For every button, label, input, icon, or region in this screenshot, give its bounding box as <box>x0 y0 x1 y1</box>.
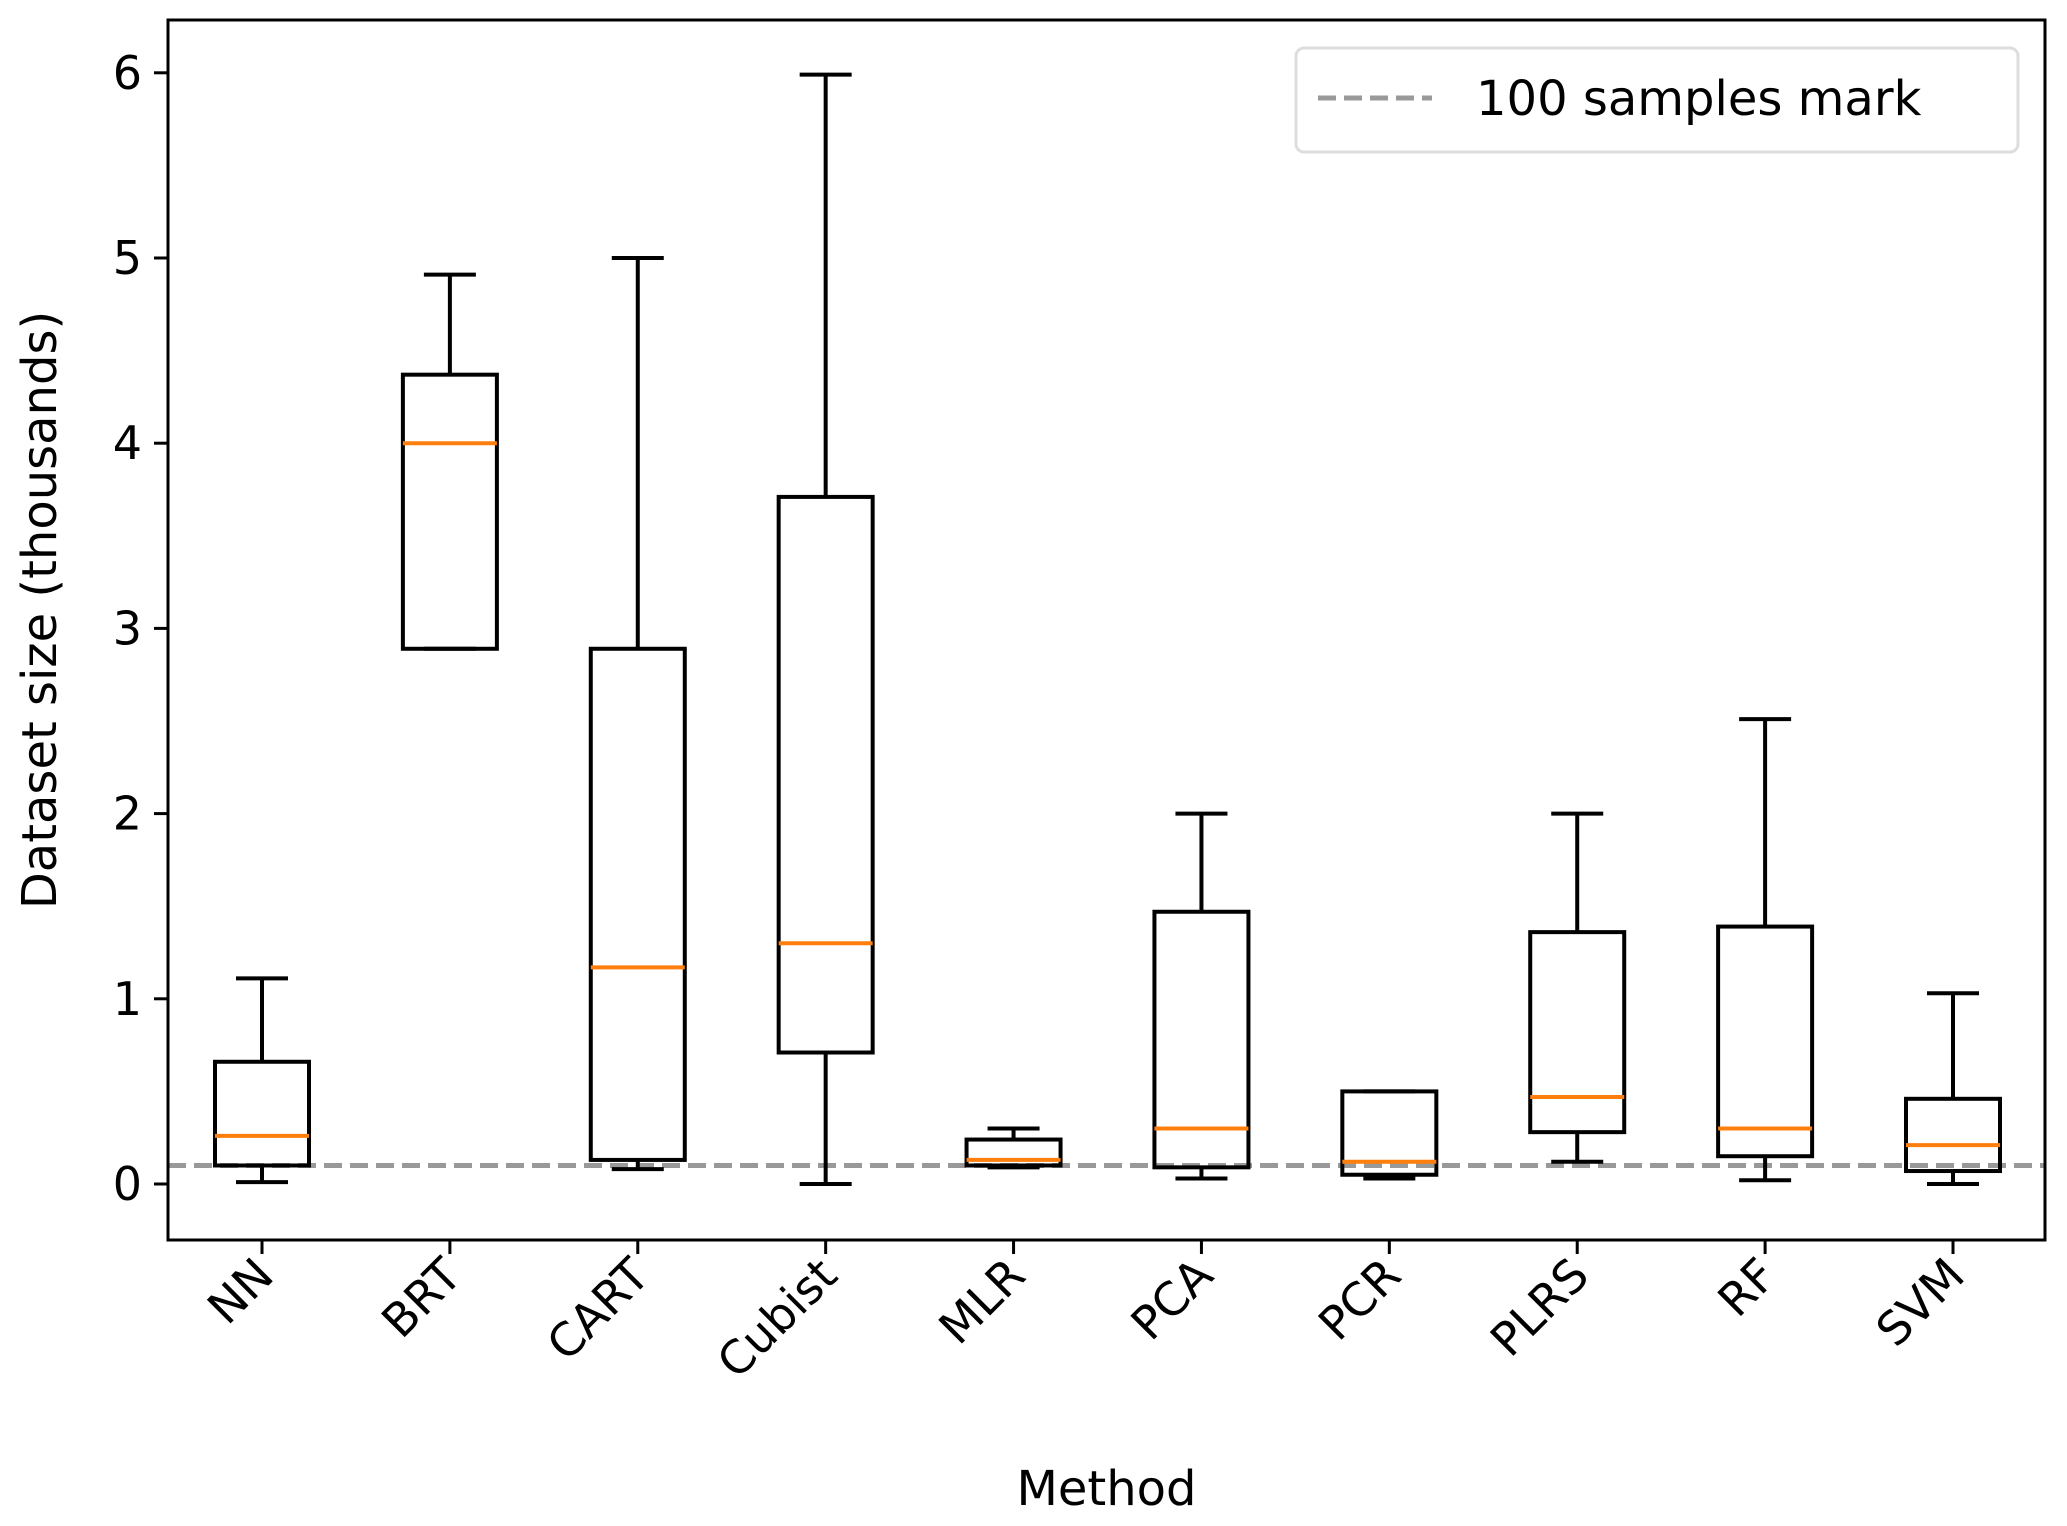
box-svm <box>1904 991 2002 1186</box>
iqr-box <box>213 1059 311 1168</box>
x-tick-label: NN <box>197 1248 284 1335</box>
x-tick-label: RF <box>1707 1248 1786 1327</box>
legend-label: 100 samples mark <box>1476 71 1922 127</box>
legend: 100 samples mark <box>1294 46 2020 154</box>
box-rf <box>1716 717 1815 1183</box>
iqr-box <box>1528 930 1627 1135</box>
x-tick-label: BRT <box>371 1247 472 1348</box>
y-tick-label: 1 <box>113 972 142 1026</box>
y-axis-label: Dataset size (thousands) <box>12 311 68 909</box>
box-pca <box>1152 811 1251 1181</box>
x-axis-label: Method <box>1016 1461 1196 1517</box>
box-nn <box>213 976 311 1185</box>
x-tick-label: Cubist <box>707 1248 848 1389</box>
iqr-box <box>964 1137 1063 1168</box>
box-plrs <box>1528 811 1627 1164</box>
y-axis: 0 1 2 3 4 5 6 <box>113 46 168 1211</box>
y-tick-label: 5 <box>113 231 142 285</box>
y-tick-label: 2 <box>113 787 142 841</box>
iqr-box <box>1152 909 1251 1170</box>
box-cart <box>588 256 687 1172</box>
legend-box <box>1294 46 2020 154</box>
x-tick-label: MLR <box>928 1248 1035 1355</box>
iqr-box <box>1904 1096 2002 1174</box>
iqr-box <box>1340 1089 1439 1177</box>
iqr-box <box>588 646 687 1162</box>
x-tick-label: PLRS <box>1480 1248 1599 1367</box>
y-tick-label: 4 <box>113 416 142 470</box>
x-tick-label: SVM <box>1866 1248 1975 1357</box>
boxes-layer <box>213 72 2002 1186</box>
iqr-box <box>776 494 875 1055</box>
y-tick-label: 3 <box>113 601 142 655</box>
x-tick-label: PCA <box>1120 1247 1223 1350</box>
x-tick-label: PCR <box>1308 1248 1411 1351</box>
iqr-box <box>1716 924 1815 1159</box>
x-tick-label: CART <box>536 1247 660 1371</box>
box-mlr <box>964 1126 1063 1170</box>
iqr-box <box>400 372 499 651</box>
y-tick-label: 6 <box>113 46 142 100</box>
box-cubist <box>776 72 875 1186</box>
box-pcr <box>1340 1089 1439 1181</box>
plot-frame <box>166 18 2047 1242</box>
x-axis: NN BRT CART Cubist MLR PCA PCR PLRS RF SVM <box>197 1240 1975 1388</box>
y-tick-label: 0 <box>113 1157 142 1211</box>
box-brt <box>400 272 499 651</box>
